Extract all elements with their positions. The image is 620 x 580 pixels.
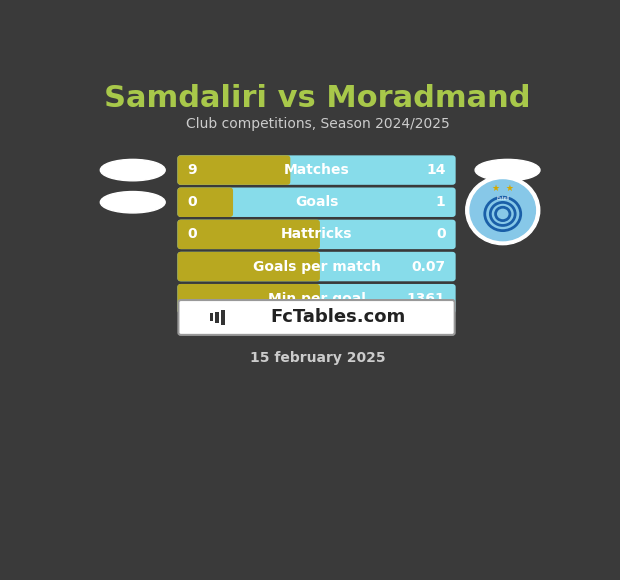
Text: Goals per match: Goals per match <box>252 260 381 274</box>
Text: ★  ★: ★ ★ <box>492 184 514 193</box>
Text: Matches: Matches <box>284 163 350 177</box>
Bar <box>278 159 289 181</box>
FancyBboxPatch shape <box>177 220 320 249</box>
Text: 1: 1 <box>436 195 446 209</box>
Text: 15 february 2025: 15 february 2025 <box>250 351 386 365</box>
Text: Club competitions, Season 2024/2025: Club competitions, Season 2024/2025 <box>186 117 450 131</box>
Bar <box>308 288 319 310</box>
Text: 1361: 1361 <box>407 292 446 306</box>
Bar <box>210 313 213 321</box>
Ellipse shape <box>100 160 165 181</box>
FancyBboxPatch shape <box>177 284 456 313</box>
FancyBboxPatch shape <box>177 252 320 281</box>
FancyBboxPatch shape <box>177 187 456 217</box>
Text: Estell: Estell <box>496 196 510 201</box>
FancyBboxPatch shape <box>177 155 456 185</box>
Text: Samdaliri vs Moradmand: Samdaliri vs Moradmand <box>105 84 531 113</box>
FancyBboxPatch shape <box>177 187 233 217</box>
FancyBboxPatch shape <box>179 300 454 335</box>
Text: 9: 9 <box>187 163 197 177</box>
FancyBboxPatch shape <box>177 220 456 249</box>
Bar <box>308 255 319 278</box>
Text: FcTables.com: FcTables.com <box>271 309 406 327</box>
Text: Min per goal: Min per goal <box>268 292 365 306</box>
Text: 0: 0 <box>436 227 446 241</box>
Bar <box>215 312 219 323</box>
Bar <box>308 223 319 245</box>
Ellipse shape <box>475 160 540 181</box>
Bar <box>221 310 225 325</box>
Text: 0: 0 <box>187 195 197 209</box>
FancyBboxPatch shape <box>177 284 320 313</box>
FancyBboxPatch shape <box>177 155 290 185</box>
FancyBboxPatch shape <box>177 252 456 281</box>
Bar <box>221 191 232 213</box>
Circle shape <box>466 176 540 245</box>
Text: Hattricks: Hattricks <box>281 227 352 241</box>
Text: Goals: Goals <box>295 195 339 209</box>
Text: 14: 14 <box>426 163 446 177</box>
Ellipse shape <box>100 191 165 213</box>
Text: 0: 0 <box>187 227 197 241</box>
Text: 0.07: 0.07 <box>412 260 446 274</box>
Circle shape <box>470 180 536 241</box>
